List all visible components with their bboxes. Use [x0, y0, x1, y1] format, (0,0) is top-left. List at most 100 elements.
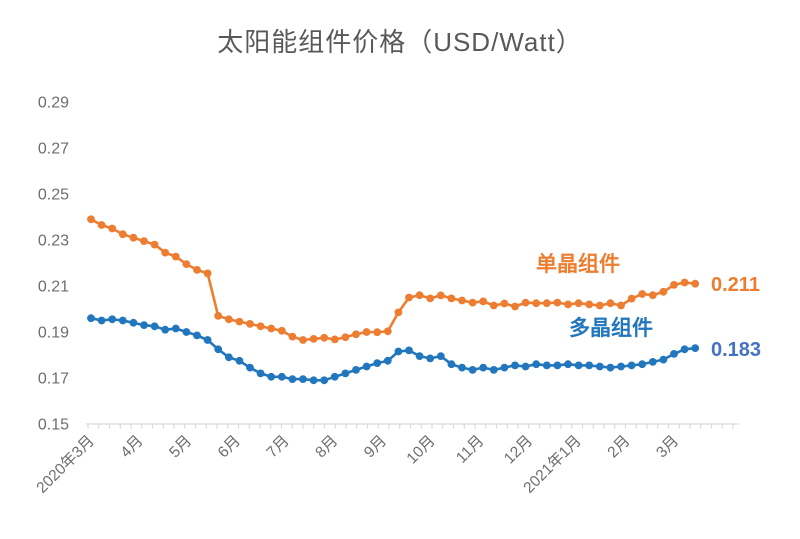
mono-series-data-point [309, 335, 318, 343]
poly-series-data-point [458, 363, 466, 372]
poly-series-data-point [553, 361, 562, 370]
x-axis-month-label: 3月 [653, 432, 682, 461]
y-axis-tick-label: 0.15 [38, 417, 69, 434]
x-axis-month-label: 2020年3月 [33, 432, 98, 497]
y-axis-tick-label: 0.29 [38, 95, 69, 112]
x-axis-month-label: 7月 [264, 432, 293, 461]
y-axis-tick-label: 0.21 [38, 279, 69, 296]
x-axis-month-label: 10月 [404, 432, 439, 467]
mono-series-data-point [320, 333, 329, 342]
poly-series-data-point [118, 316, 127, 325]
poly-series-data-point [648, 358, 657, 366]
y-axis-tick-label: 0.17 [38, 371, 69, 388]
mono-series-data-point [246, 320, 254, 328]
mono-series-data-point [108, 224, 117, 233]
mono-series-data-point [659, 287, 668, 296]
poly-series-data-point [691, 344, 700, 352]
mono-series-data-point [532, 299, 541, 308]
mono-series-data-point [193, 266, 201, 274]
poly-series-data-point [479, 363, 488, 372]
poly-series-data-point [288, 375, 297, 383]
mono-series-data-point [489, 301, 498, 310]
poly-series-data-point [595, 362, 604, 371]
x-axis-month-label: 4月 [117, 432, 146, 461]
poly-series-data-point [532, 360, 541, 369]
poly-series-data-point [680, 345, 689, 354]
mono-series-data-point [267, 324, 276, 333]
x-axis-month-label: 6月 [215, 432, 244, 461]
y-axis-tick-label: 0.19 [38, 325, 69, 342]
poly-series-data-point [659, 355, 668, 364]
poly-series-data-point [574, 361, 583, 370]
poly-series-data-point [638, 360, 647, 369]
poly-series-data-point [362, 362, 371, 371]
mono-series-data-point [224, 315, 233, 324]
poly-series-data-point [182, 328, 191, 336]
mono-series-data-point [458, 296, 466, 305]
series-label-mono-module: 单晶组件 [536, 253, 620, 276]
final-value-poly-module: 0.183 [711, 339, 762, 361]
x-axis-month-label: 8月 [312, 432, 341, 461]
mono-series-data-point [129, 233, 138, 242]
mono-series-data-point [648, 291, 657, 300]
poly-series-data-point [97, 316, 106, 325]
mono-series-data-point [277, 326, 286, 335]
poly-series-data-point [373, 359, 382, 367]
chart-title: 太阳能组件价格（USD/Watt） [217, 27, 583, 57]
poly-series-data-point [140, 321, 148, 329]
mono-series-data-point [352, 330, 360, 339]
mono-series-data-point [553, 298, 562, 307]
mono-series-data-point [171, 252, 180, 261]
poly-series-data-point [214, 345, 223, 354]
mono-series-data-point [564, 300, 572, 309]
mono-series-data-point [617, 301, 625, 310]
poly-series-data-point [246, 363, 254, 372]
poly-series-data-point [394, 347, 403, 356]
mono-series-data-point [574, 299, 583, 308]
mono-series-data-point [627, 294, 636, 303]
poly-series-data-point [436, 352, 445, 360]
poly-series-data-point [193, 331, 201, 340]
mono-series-data-point [426, 294, 435, 303]
mono-series-data-point [373, 328, 382, 337]
mono-series-data-point [691, 279, 700, 288]
poly-series-data-point [171, 324, 180, 333]
x-axis-month-label: 11月 [453, 432, 487, 466]
mono-series-data-point [479, 297, 488, 306]
mono-series-data-point [405, 293, 413, 302]
poly-series-data-point [87, 314, 95, 323]
poly-series-data-point [521, 362, 530, 371]
poly-series-data-point [447, 360, 456, 369]
poly-series-data-point [383, 356, 392, 365]
mono-series-data-point [140, 237, 148, 246]
poly-series-data-point [267, 372, 276, 381]
poly-series-data-point [341, 369, 350, 378]
mono-series-data-point [182, 260, 191, 268]
mono-series-data-point [288, 332, 297, 341]
mono-series-data-point [383, 327, 392, 336]
poly-series-data-point [511, 361, 519, 370]
poly-series-data-point [129, 318, 138, 327]
mono-series-data-point [161, 248, 170, 257]
mono-series-data-point [341, 333, 350, 342]
y-axis-tick-label: 0.27 [38, 141, 69, 158]
poly-series-data-point [161, 325, 170, 334]
poly-series-data-point [468, 366, 477, 374]
poly-series-data-point [224, 353, 233, 362]
poly-series-data-point [542, 361, 551, 370]
poly-series-data-point [108, 315, 117, 324]
mono-series-data-point [500, 299, 509, 308]
poly-series-data-point [299, 375, 307, 383]
mono-series-data-point [680, 278, 689, 287]
x-axis-month-label: 2月 [604, 432, 633, 461]
poly-series-data-point [606, 363, 615, 372]
poly-series-data-point [277, 372, 286, 381]
mono-series-data-point [521, 298, 530, 307]
mono-series-data-point [150, 240, 159, 249]
mono-series-data-point [118, 230, 127, 239]
poly-series-data-point [617, 362, 625, 371]
final-value-mono-module: 0.211 [711, 274, 760, 296]
mono-series-data-point [330, 335, 339, 344]
poly-series-line [89, 316, 697, 382]
